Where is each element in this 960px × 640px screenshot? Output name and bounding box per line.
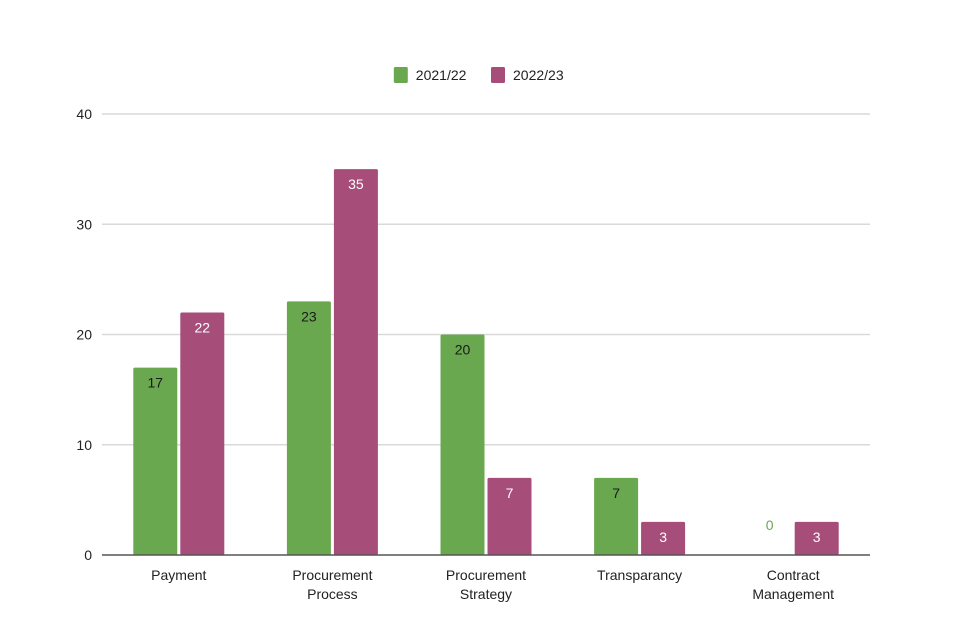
x-category-label: Contract [767, 567, 820, 583]
legend-label[interactable]: 2021/22 [416, 67, 467, 83]
data-label: 7 [506, 485, 514, 501]
y-tick-label: 30 [76, 216, 92, 232]
data-label: 3 [659, 529, 667, 545]
data-label: 35 [348, 176, 364, 192]
x-category-label: Strategy [460, 586, 512, 602]
bar-2022-23-0[interactable] [180, 312, 225, 555]
bar-2021-22-1[interactable] [286, 301, 331, 555]
bar-2021-22-2[interactable] [440, 334, 485, 556]
legend[interactable]: 2021/22 2022/23 [393, 67, 564, 83]
y-tick-label: 20 [76, 327, 92, 343]
y-tick-label: 10 [76, 437, 92, 453]
bar-2021-22-3[interactable] [594, 477, 639, 555]
gridlines [102, 113, 870, 446]
bar-2022-23-1[interactable] [333, 169, 378, 555]
x-category-label: Procurement [292, 567, 372, 583]
data-label: 7 [612, 485, 620, 501]
x-category-label: Process [307, 586, 358, 602]
data-labels: 17 22 23 35 20 7 7 3 0 3 [148, 176, 821, 545]
y-tick-label: 0 [84, 547, 92, 563]
legend-label[interactable]: 2022/23 [513, 67, 564, 83]
x-category-label: Management [752, 586, 834, 602]
bar-2022-23-4[interactable] [794, 521, 839, 555]
bars [133, 169, 839, 556]
data-label: 3 [813, 529, 821, 545]
data-label: 0 [766, 517, 774, 533]
y-axis-ticks: 0 10 20 30 40 [76, 106, 92, 563]
x-category-label: Procurement [446, 567, 526, 583]
data-label: 22 [195, 319, 211, 335]
legend-swatch[interactable] [491, 67, 505, 83]
bar-2022-23-3[interactable] [641, 521, 686, 555]
x-axis-category-labels: Payment Procurement Process Procurement Stra… [151, 567, 834, 602]
y-tick-label: 40 [76, 106, 92, 122]
data-label: 20 [455, 342, 471, 358]
data-label: 23 [301, 308, 317, 324]
legend-swatch[interactable] [393, 67, 408, 83]
data-label: 17 [148, 375, 164, 391]
bar-2021-22-0[interactable] [133, 367, 178, 555]
bar-2022-23-2[interactable] [487, 477, 532, 555]
x-category-label: Transparancy [597, 567, 682, 583]
x-category-label: Payment [151, 567, 206, 583]
